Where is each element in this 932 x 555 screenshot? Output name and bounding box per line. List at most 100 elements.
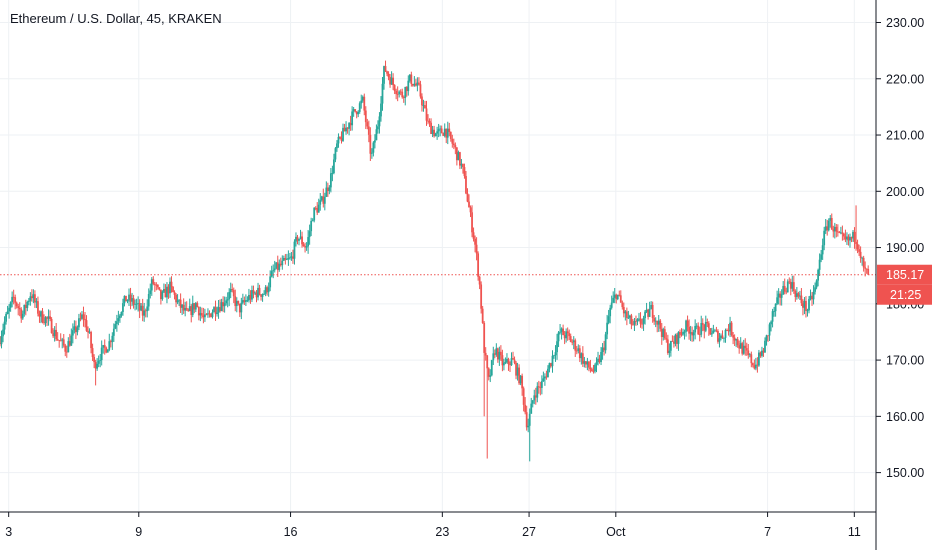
candle-body bbox=[613, 294, 616, 298]
candle-down bbox=[389, 74, 391, 88]
candle-body bbox=[563, 335, 566, 339]
y-tick-label: 150.00 bbox=[886, 466, 924, 480]
candle-body bbox=[46, 317, 48, 319]
candle-up bbox=[53, 326, 56, 342]
candle-up bbox=[606, 314, 609, 340]
candle-body bbox=[27, 300, 30, 302]
candle-up bbox=[644, 309, 646, 325]
candle-down bbox=[566, 327, 569, 341]
candle-down bbox=[449, 131, 452, 142]
candle-up bbox=[642, 315, 645, 331]
candle-body bbox=[225, 300, 228, 304]
candle-up bbox=[439, 125, 442, 137]
candle-body bbox=[126, 299, 129, 302]
candle-down bbox=[550, 362, 552, 368]
candle-body bbox=[756, 364, 759, 366]
candle-body bbox=[668, 350, 671, 353]
candle-down bbox=[512, 351, 514, 360]
candle-down bbox=[856, 239, 859, 254]
candle-body bbox=[741, 343, 744, 354]
candle-body bbox=[603, 347, 605, 351]
candle-up bbox=[323, 192, 326, 211]
candle-body bbox=[249, 294, 252, 300]
candle-body bbox=[557, 332, 560, 342]
candle-body bbox=[677, 331, 680, 344]
candle-down bbox=[343, 123, 346, 132]
candle-up bbox=[223, 296, 226, 313]
candle-up bbox=[495, 343, 498, 357]
candle-up bbox=[764, 337, 766, 353]
candle-down bbox=[156, 284, 159, 290]
candle-down bbox=[182, 298, 185, 314]
candle-down bbox=[384, 60, 387, 73]
candle-body bbox=[553, 355, 555, 357]
candle-body bbox=[339, 136, 341, 138]
candle-up bbox=[498, 346, 501, 366]
candle-up bbox=[510, 352, 513, 366]
candle-down bbox=[647, 308, 650, 320]
candle-body bbox=[703, 324, 706, 331]
candle-up bbox=[669, 340, 672, 357]
candle-body bbox=[765, 335, 768, 341]
candle-body bbox=[231, 289, 234, 291]
candle-down bbox=[187, 308, 190, 312]
candle-down bbox=[619, 290, 622, 303]
candle-up bbox=[682, 328, 684, 336]
candle-up bbox=[628, 314, 631, 324]
candle-body bbox=[736, 339, 739, 346]
candle-body bbox=[393, 85, 396, 91]
candle-body bbox=[852, 231, 854, 239]
candle-body bbox=[621, 302, 624, 308]
candle-down bbox=[411, 83, 414, 87]
candle-up bbox=[88, 328, 91, 334]
candle-body bbox=[489, 375, 492, 377]
candle-body bbox=[616, 294, 619, 300]
candle-body bbox=[581, 353, 584, 364]
candle-down bbox=[208, 310, 211, 318]
candle-down bbox=[622, 302, 625, 318]
candle-body bbox=[492, 353, 495, 361]
candle-up bbox=[616, 294, 619, 301]
candle-down bbox=[34, 290, 36, 308]
candle-body bbox=[750, 354, 753, 364]
candle-body bbox=[707, 323, 710, 329]
candle-up bbox=[809, 289, 812, 301]
candle-up bbox=[285, 253, 288, 261]
candle-body bbox=[320, 196, 323, 201]
candle-down bbox=[730, 321, 733, 337]
candle-down bbox=[656, 320, 659, 333]
candle-down bbox=[393, 84, 396, 95]
candle-body bbox=[210, 313, 212, 317]
candle-down bbox=[90, 330, 92, 354]
candle-up bbox=[352, 106, 355, 117]
candle-up bbox=[553, 354, 555, 359]
candle-body bbox=[346, 127, 349, 129]
candle-body bbox=[325, 187, 328, 197]
candle-body bbox=[267, 287, 270, 293]
candle-body bbox=[287, 258, 290, 260]
candle-body bbox=[144, 310, 147, 312]
candle-body bbox=[328, 187, 331, 192]
candle-body bbox=[706, 322, 709, 324]
candle-down bbox=[173, 290, 176, 300]
candle-down bbox=[355, 111, 358, 119]
candle-body bbox=[660, 328, 663, 337]
candle-body bbox=[37, 301, 39, 314]
candle-body bbox=[181, 304, 184, 308]
candle-body bbox=[452, 143, 455, 146]
candle-body bbox=[530, 403, 533, 414]
candle-up bbox=[11, 291, 14, 308]
last-price-badge-bg bbox=[877, 264, 932, 285]
candle-down bbox=[15, 301, 18, 309]
candle-body bbox=[832, 229, 835, 232]
candle-up bbox=[735, 338, 738, 348]
candle-down bbox=[0, 335, 1, 347]
candle-up bbox=[683, 329, 686, 340]
candle-body bbox=[153, 283, 156, 285]
candle-up bbox=[263, 290, 266, 295]
candle-down bbox=[537, 380, 540, 394]
candle-down bbox=[52, 328, 55, 338]
